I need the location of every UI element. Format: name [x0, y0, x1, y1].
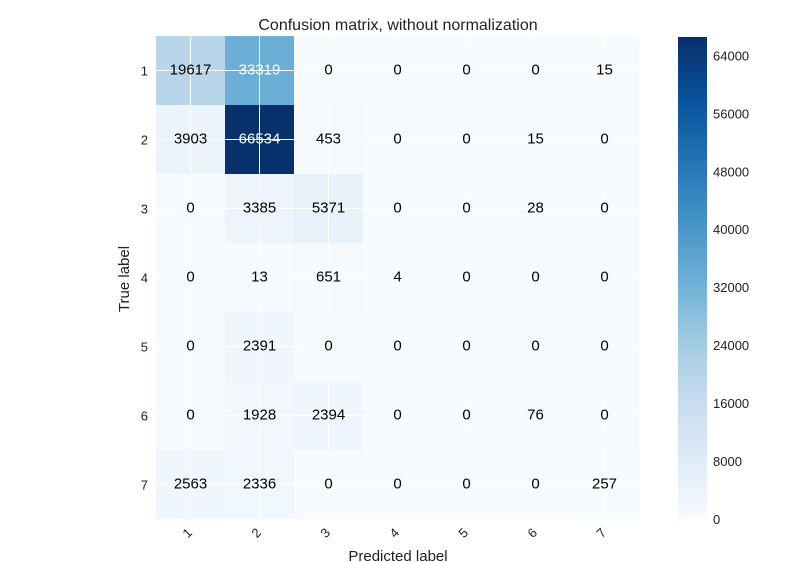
- cell-value-label: 1928: [243, 406, 276, 423]
- cell-value-label: 3385: [243, 199, 276, 216]
- cell-value-label: 2391: [243, 337, 276, 354]
- cell-value-label: 0: [186, 199, 194, 216]
- cell-value-label: 2394: [312, 406, 345, 423]
- cell-value-label: 0: [393, 406, 401, 423]
- cell-value-label: 0: [462, 475, 470, 492]
- cell-value-label: 0: [462, 337, 470, 354]
- cell-value-label: 0: [600, 406, 608, 423]
- cell-value-label: 28: [527, 199, 544, 216]
- x-axis-label: Predicted label: [348, 548, 447, 562]
- cell-value-label: 76: [527, 406, 544, 423]
- y-tick-label: 5: [141, 340, 148, 355]
- colorbar-tick-label: 8000: [713, 454, 742, 469]
- y-tick-label: 3: [141, 202, 148, 217]
- cell-value-label: 0: [600, 130, 608, 147]
- colorbar-tick-label: 56000: [713, 106, 749, 121]
- cell-value-label: 0: [324, 61, 332, 78]
- y-tick-label: 6: [141, 409, 148, 424]
- cell-value-label: 33319: [239, 61, 281, 78]
- cell-value-label: 0: [531, 337, 539, 354]
- y-tick-label: 1: [141, 64, 148, 79]
- cell-value-label: 0: [600, 199, 608, 216]
- colorbar-tick-label: 64000: [713, 48, 749, 63]
- cell-value-label: 2563: [174, 475, 207, 492]
- x-tick-label: 1: [179, 525, 195, 541]
- x-tick-label: 4: [386, 525, 402, 541]
- cell-value-label: 0: [600, 268, 608, 285]
- cell-value-label: 651: [316, 268, 341, 285]
- cell-value-label: 66534: [239, 130, 281, 147]
- x-tick-label: 3: [317, 525, 333, 541]
- x-tick-label: 7: [593, 525, 609, 541]
- y-tick-label: 4: [141, 271, 148, 286]
- cell-value-label: 0: [462, 61, 470, 78]
- cell-value-label: 15: [527, 130, 544, 147]
- cell-value-label: 15: [596, 61, 613, 78]
- colorbar-tick-label: 32000: [713, 280, 749, 295]
- heatmap-cell-labels: 19617 33319 0 0 0 0 15 3903 66534 453 0 0 15 0 0 3385 53…: [170, 61, 617, 492]
- cell-value-label: 0: [531, 268, 539, 285]
- colorbar: [678, 37, 707, 519]
- cell-value-label: 257: [592, 475, 617, 492]
- colorbar-tick-label: 24000: [713, 338, 749, 353]
- cell-value-label: 0: [393, 61, 401, 78]
- y-tick-label: 7: [141, 478, 148, 493]
- y-axis-label: True label: [116, 246, 133, 312]
- chart-title: Confusion matrix, without normalization: [258, 17, 537, 34]
- cell-value-label: 5371: [312, 199, 345, 216]
- colorbar-tick-label: 0: [713, 512, 720, 527]
- cell-value-label: 0: [324, 337, 332, 354]
- cell-value-label: 0: [186, 268, 194, 285]
- cell-value-label: 0: [324, 475, 332, 492]
- cell-value-label: 0: [531, 61, 539, 78]
- cell-value-label: 3903: [174, 130, 207, 147]
- cell-value-label: 0: [186, 406, 194, 423]
- y-axis-ticks: 1 2 3 4 5 6 7: [141, 64, 148, 493]
- cell-value-label: 453: [316, 130, 341, 147]
- cell-value-label: 0: [462, 406, 470, 423]
- cell-value-label: 0: [186, 337, 194, 354]
- y-tick-label: 2: [141, 133, 148, 148]
- cell-value-label: 0: [393, 130, 401, 147]
- cell-value-label: 4: [393, 268, 401, 285]
- heatmap-grid: [156, 36, 639, 519]
- cell-value-label: 0: [462, 199, 470, 216]
- colorbar-tick-label: 16000: [713, 396, 749, 411]
- cell-value-label: 13: [251, 268, 268, 285]
- colorbar-tick-label: 40000: [713, 222, 749, 237]
- x-axis-ticks: 1 2 3 4 5 6 7: [179, 525, 609, 541]
- cell-value-label: 0: [462, 268, 470, 285]
- x-tick-label: 5: [455, 525, 471, 541]
- cell-value-label: 0: [462, 130, 470, 147]
- x-tick-label: 2: [248, 525, 264, 541]
- colorbar-tick-label: 48000: [713, 164, 749, 179]
- cell-value-label: 0: [393, 337, 401, 354]
- colorbar-ticks: 0 8000 16000 24000 32000 40000 48000 56000 64000: [713, 48, 749, 527]
- cell-value-label: 2336: [243, 475, 276, 492]
- cell-value-label: 0: [393, 475, 401, 492]
- cell-value-label: 0: [393, 199, 401, 216]
- cell-value-label: 0: [600, 337, 608, 354]
- cell-value-label: 0: [531, 475, 539, 492]
- x-tick-label: 6: [524, 525, 540, 541]
- cell-value-label: 19617: [170, 61, 212, 78]
